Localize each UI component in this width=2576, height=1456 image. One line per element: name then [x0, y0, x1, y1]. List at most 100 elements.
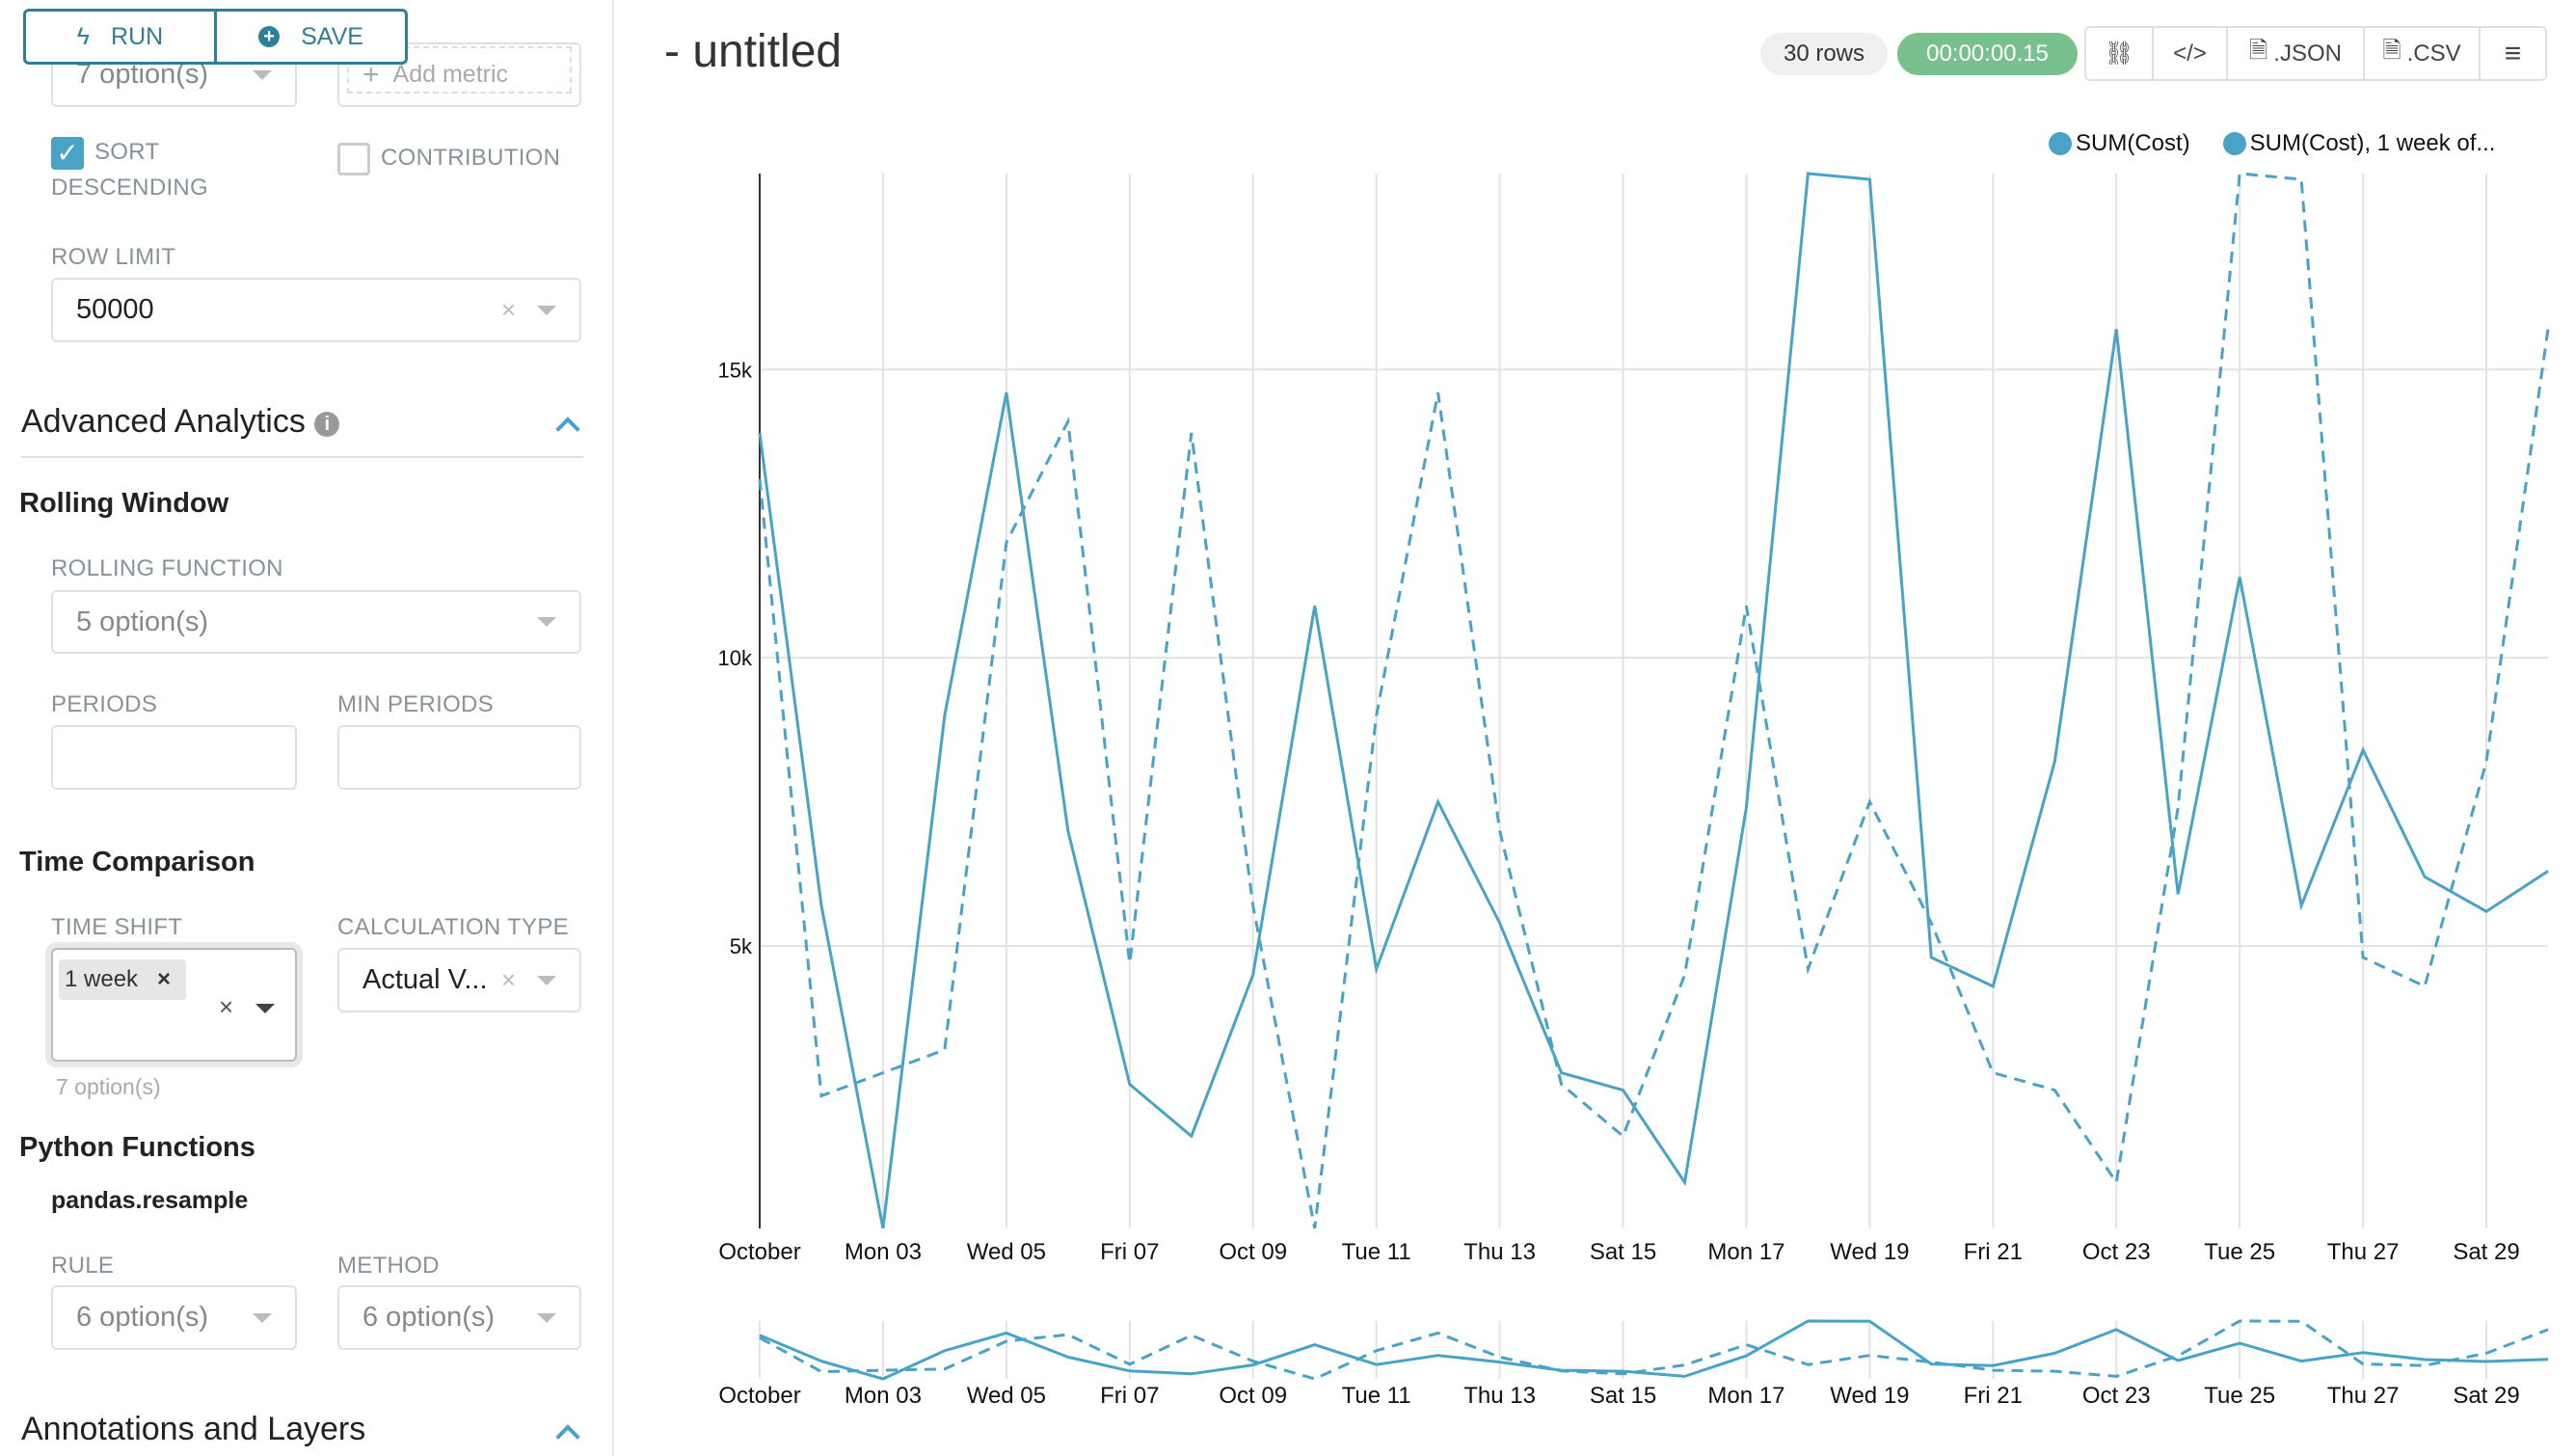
series-line [758, 172, 2550, 1229]
contribution-label: CONTRIBUTION [381, 145, 561, 171]
clear-icon[interactable]: × [500, 295, 516, 324]
series-line [759, 1319, 2549, 1381]
info-icon: i [314, 412, 340, 437]
file-code-icon: 🗎 [2249, 38, 2268, 64]
export-csv-button[interactable]: 🗎 .CSV [2363, 28, 2479, 79]
y-tick-label: 10k [718, 646, 753, 670]
clear-icon[interactable]: × [500, 965, 516, 994]
plus-icon: + [362, 58, 380, 91]
file-text-icon: 🗎 [2382, 38, 2402, 64]
advanced-analytics-header[interactable]: Advanced Analytics i [21, 403, 340, 441]
x-tick-label: Thu 27 [2327, 1239, 2400, 1265]
run-button[interactable]: ϟ RUN [76, 22, 164, 50]
x-tick-label: Mon 03 [845, 1239, 922, 1265]
embed-code-button[interactable]: </> [2152, 28, 2226, 79]
legend-item-sum-cost[interactable]: SUM(Cost) [2049, 130, 2190, 157]
x-tick-label: Fri 21 [1964, 1239, 2023, 1265]
x-tick-label: Oct 09 [1219, 1383, 1287, 1409]
caret-down-icon [537, 617, 556, 627]
x-tick-label: Oct 23 [2082, 1383, 2151, 1409]
periods-input[interactable] [51, 725, 297, 790]
legend-dot-icon [2049, 132, 2072, 155]
export-toolbar: ⛓ </> 🗎 .JSON 🗎 .CSV ≡ [2084, 26, 2547, 81]
legend-item-sum-cost-shifted[interactable]: SUM(Cost), 1 week of... [2222, 130, 2495, 157]
x-tick-label: Fri 07 [1100, 1239, 1159, 1265]
x-tick-label: October [718, 1239, 800, 1265]
row-limit-label: ROW LIMIT [51, 244, 176, 270]
contribution-checkbox[interactable] [337, 143, 370, 175]
link-button[interactable]: ⛓ [2086, 28, 2152, 79]
x-tick-label: Thu 13 [1463, 1383, 1536, 1409]
x-tick-label: Tue 11 [1342, 1239, 1411, 1265]
x-tick-label: Sat 29 [2453, 1239, 2519, 1265]
python-functions-heading: Python Functions [19, 1132, 255, 1163]
x-tick-label: Fri 07 [1100, 1383, 1159, 1409]
sort-descending-checkbox[interactable]: ✓ [51, 137, 84, 170]
x-tick-label: Oct 23 [2082, 1239, 2151, 1265]
time-shift-help: 7 option(s) [56, 1074, 161, 1099]
x-tick-label: Tue 25 [2204, 1383, 2275, 1409]
rolling-window-heading: Rolling Window [19, 488, 229, 519]
x-tick-label: Sat 15 [1590, 1383, 1656, 1409]
sidebar: ϟ RUN + SAVE 7 option(s) + Add metric ✓ SOR… [0, 0, 614, 1456]
export-json-button[interactable]: 🗎 .JSON [2226, 28, 2363, 79]
method-select[interactable]: 6 option(s) [337, 1285, 581, 1350]
x-tick-label: October [718, 1383, 800, 1409]
y-tick-label: 5k [730, 934, 753, 958]
run-save-group: ϟ RUN + SAVE [23, 9, 408, 65]
calculation-type-label: CALCULATION TYPE [337, 914, 569, 940]
caret-down-icon [537, 1312, 556, 1323]
caret-down-icon [253, 69, 272, 80]
x-tick-label: Sat 29 [2453, 1383, 2519, 1409]
remove-tag-icon[interactable]: × [157, 966, 172, 992]
time-shift-tag: 1 week × [59, 959, 186, 1000]
pandas-resample-label: pandas.resample [51, 1187, 249, 1214]
rolling-function-select[interactable]: 5 option(s) [51, 590, 581, 654]
rolling-function-label: ROLLING FUNCTION [51, 555, 283, 581]
x-tick-label: Mon 17 [1707, 1239, 1784, 1265]
caret-down-icon [537, 305, 556, 315]
save-button[interactable]: + SAVE [214, 12, 405, 62]
caret-down-icon [255, 1004, 275, 1013]
y-tick-label: 15k [718, 358, 753, 382]
series-line [758, 172, 2549, 1229]
time-comparison-heading: Time Comparison [19, 847, 255, 877]
caret-down-icon [537, 975, 556, 985]
x-tick-label: Mon 17 [1707, 1383, 1784, 1409]
annotations-header[interactable]: Annotations and Layers [21, 1411, 366, 1447]
clear-icon[interactable]: × [219, 992, 234, 1021]
legend-dot-icon [2222, 132, 2246, 155]
min-periods-input[interactable] [337, 725, 581, 790]
calculation-type-select[interactable]: Actual V... × [337, 948, 581, 1012]
plus-circle-icon: + [258, 26, 281, 47]
time-shift-label: TIME SHIFT [51, 914, 183, 940]
link-icon: ⛓ [2104, 40, 2134, 67]
rule-select[interactable]: 6 option(s) [51, 1285, 297, 1350]
x-tick-label: Thu 13 [1463, 1239, 1536, 1265]
min-periods-label: MIN PERIODS [337, 691, 494, 717]
periods-label: PERIODS [51, 691, 158, 717]
x-tick-label: Tue 11 [1342, 1383, 1411, 1409]
row-count-badge: 30 rows [1760, 33, 1888, 75]
x-tick-label: Wed 05 [967, 1383, 1046, 1409]
x-tick-label: Mon 03 [845, 1383, 922, 1409]
hamburger-icon: ≡ [2504, 37, 2522, 69]
x-tick-label: Sat 15 [1590, 1239, 1656, 1265]
bolt-icon: ϟ [76, 22, 91, 50]
series-line [759, 1319, 2549, 1381]
code-icon: </> [2173, 40, 2207, 67]
page-title[interactable]: - untitled [664, 26, 843, 77]
x-tick-label: Oct 09 [1219, 1239, 1287, 1265]
sort-label: SORT [94, 139, 160, 165]
x-tick-label: Tue 25 [2204, 1239, 2275, 1265]
row-limit-select[interactable]: 50000 × [51, 278, 581, 342]
rule-label: RULE [51, 1253, 115, 1279]
descending-label: DESCENDING [51, 175, 209, 201]
menu-button[interactable]: ≡ [2479, 28, 2545, 79]
x-tick-label: Wed 05 [967, 1239, 1046, 1265]
time-shift-multiselect[interactable]: 1 week × × [51, 948, 297, 1062]
x-tick-label: Thu 27 [2327, 1383, 2400, 1409]
chart-legend: SUM(Cost) SUM(Cost), 1 week of... [2049, 130, 2495, 157]
caret-down-icon [253, 1312, 272, 1323]
method-label: METHOD [337, 1253, 440, 1279]
